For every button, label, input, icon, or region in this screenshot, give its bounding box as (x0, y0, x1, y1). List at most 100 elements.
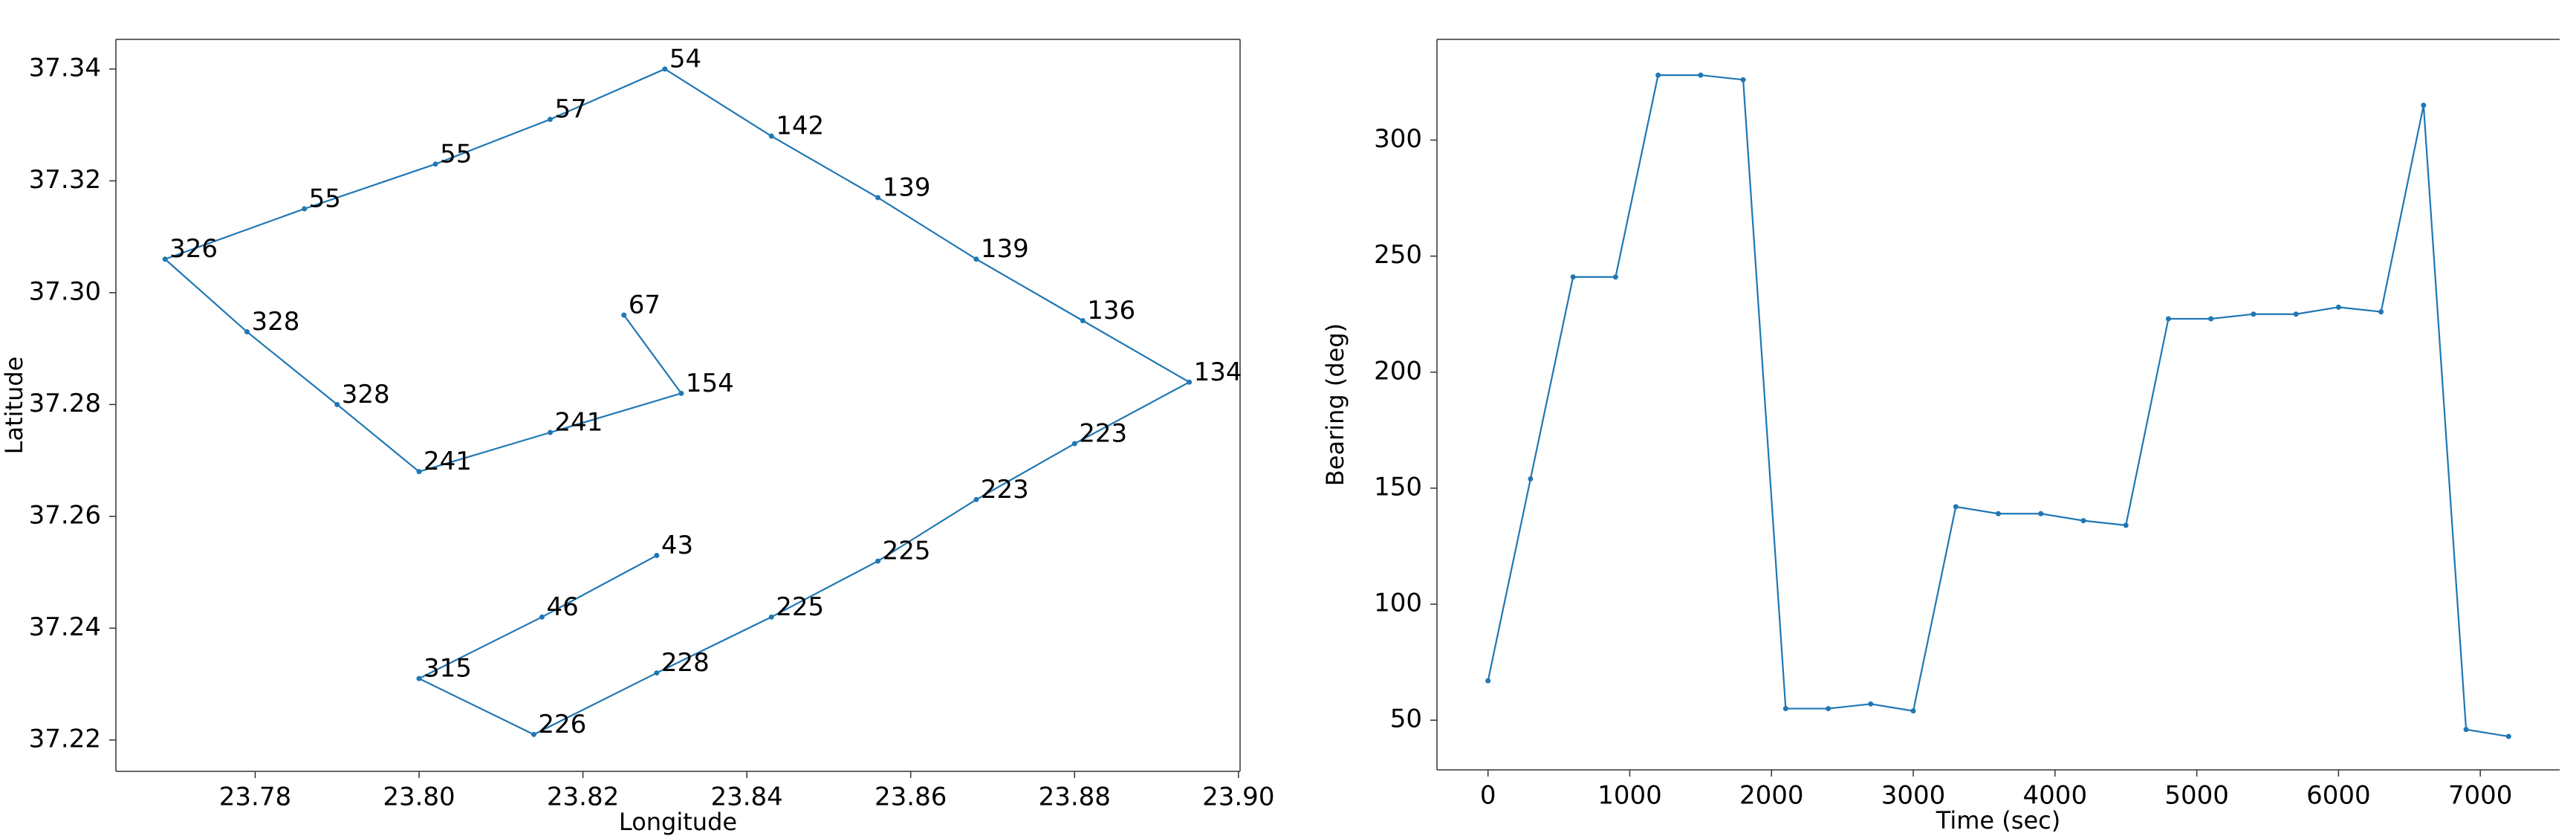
point-label: 241 (554, 407, 603, 437)
y-tick-label: 50 (1390, 704, 1422, 734)
point (539, 614, 545, 620)
point (334, 401, 340, 407)
x-tick-label: 2000 (1739, 781, 1804, 811)
point (1826, 706, 1832, 712)
y-tick-label: 37.24 (29, 612, 101, 642)
point (2165, 316, 2171, 322)
point (2251, 311, 2257, 317)
point-label: 315 (424, 654, 472, 684)
y-tick-label: 37.30 (29, 276, 101, 306)
point (1528, 476, 1534, 482)
point-label: 223 (1079, 419, 1127, 449)
point (1782, 706, 1788, 712)
plot: 23.78 23.80 23.82 23.84 23.86 23.88 23.90 37.22… (0, 39, 1274, 836)
point-label: 223 (981, 475, 1029, 505)
y-tick-label: 37.32 (29, 165, 101, 195)
point (547, 117, 553, 123)
point (2378, 309, 2384, 315)
point (416, 675, 422, 681)
y-axis-title: Latitude (0, 357, 28, 455)
point-label: 142 (776, 111, 824, 141)
point-label: 46 (546, 592, 578, 622)
y-tick-label: 200 (1374, 356, 1422, 386)
x-tick-label: 7000 (2448, 781, 2513, 811)
point (875, 195, 881, 201)
point-label: 328 (342, 380, 390, 409)
point-label: 241 (424, 447, 472, 476)
x-tick-label: 6000 (2306, 781, 2371, 811)
point-label: 134 (1194, 357, 1242, 387)
point (973, 496, 979, 502)
point-label: 139 (981, 234, 1029, 264)
x-tick-label: 23.80 (383, 782, 455, 812)
point (1655, 72, 1661, 78)
y-tick-label: 37.26 (29, 500, 101, 530)
point-label: 43 (661, 531, 693, 560)
point-label: 67 (629, 290, 661, 320)
point (2038, 511, 2044, 516)
point (678, 390, 684, 396)
point (1740, 77, 1746, 82)
point (432, 161, 438, 167)
point (1996, 511, 2001, 516)
point-label: 54 (669, 44, 701, 74)
point (1698, 72, 1704, 78)
x-axis-title: Longitude (619, 808, 737, 836)
point (2505, 733, 2511, 739)
point (1071, 441, 1077, 447)
y-tick-label: 37.34 (29, 53, 101, 82)
point (547, 430, 553, 435)
x-tick-label: 23.78 (219, 782, 291, 812)
point-label: 139 (883, 172, 931, 202)
point (2123, 522, 2129, 528)
x-tick-label: 5000 (2164, 781, 2229, 811)
point (416, 469, 422, 475)
point (244, 329, 250, 335)
point (1910, 708, 1916, 714)
x-tick-label: 23.82 (547, 782, 619, 812)
point (973, 256, 979, 262)
y-axis-title: Bearing (deg) (1321, 323, 1349, 486)
x-axis-title: Time (sec) (1936, 806, 2060, 835)
point (1485, 678, 1491, 684)
series-line (1487, 74, 2509, 738)
point-label: 228 (661, 648, 710, 678)
x-tick-label: 23.90 (1202, 782, 1274, 812)
point (2208, 316, 2214, 322)
y-tick-label: 250 (1374, 240, 1422, 270)
point (621, 312, 627, 318)
point (302, 206, 308, 212)
point (654, 553, 660, 559)
x-tick-label: 23.88 (1039, 782, 1111, 812)
point-label: 136 (1087, 296, 1135, 325)
point-label: 226 (538, 710, 586, 739)
point-label: 328 (251, 307, 299, 337)
point (1570, 274, 1576, 280)
point-label: 225 (776, 592, 824, 622)
point-label: 55 (440, 139, 472, 169)
point (2293, 311, 2299, 317)
point (768, 614, 774, 620)
point (1868, 701, 1874, 707)
x-tick-label: 3000 (1881, 781, 1946, 811)
point (2463, 727, 2469, 733)
y-tick-label: 300 (1374, 124, 1422, 154)
point (2080, 518, 2086, 524)
series-line (163, 68, 1191, 736)
x-tick-label: 23.86 (875, 782, 947, 812)
point (768, 133, 774, 139)
point-label: 57 (554, 94, 586, 124)
plot: 0 1000 2000 3000 4000 5000 6000 7000 50 100 150 200… (1321, 39, 2560, 835)
point-label: 225 (883, 537, 931, 566)
point (662, 66, 668, 72)
y-tick-label: 150 (1374, 472, 1422, 502)
x-tick-label: 0 (1480, 781, 1496, 811)
point-label: 55 (309, 184, 341, 214)
point (1187, 379, 1193, 385)
point (875, 558, 881, 564)
x-tick-label: 23.84 (710, 782, 782, 812)
x-tick-label: 1000 (1597, 781, 1662, 811)
point-label: 154 (686, 369, 734, 398)
point (162, 256, 168, 262)
